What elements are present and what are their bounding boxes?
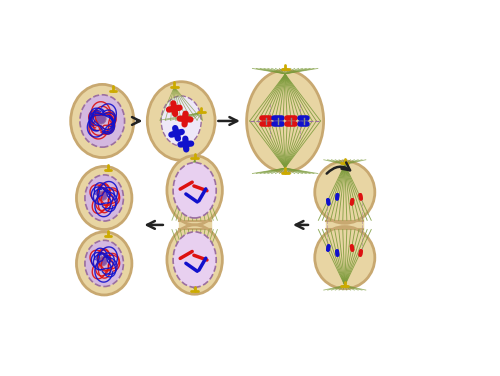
Ellipse shape xyxy=(85,240,124,287)
Ellipse shape xyxy=(85,175,124,221)
Ellipse shape xyxy=(173,162,216,218)
Ellipse shape xyxy=(76,232,132,295)
Circle shape xyxy=(98,191,108,200)
Ellipse shape xyxy=(167,156,222,225)
Circle shape xyxy=(96,113,106,124)
Ellipse shape xyxy=(246,70,324,172)
Ellipse shape xyxy=(173,232,216,287)
Ellipse shape xyxy=(76,167,132,229)
Ellipse shape xyxy=(167,225,222,294)
Circle shape xyxy=(98,256,108,266)
Ellipse shape xyxy=(148,82,215,160)
Ellipse shape xyxy=(80,95,124,147)
Ellipse shape xyxy=(161,96,201,146)
Ellipse shape xyxy=(70,84,134,158)
Ellipse shape xyxy=(315,161,375,223)
Ellipse shape xyxy=(315,227,375,289)
FancyArrowPatch shape xyxy=(326,162,350,174)
